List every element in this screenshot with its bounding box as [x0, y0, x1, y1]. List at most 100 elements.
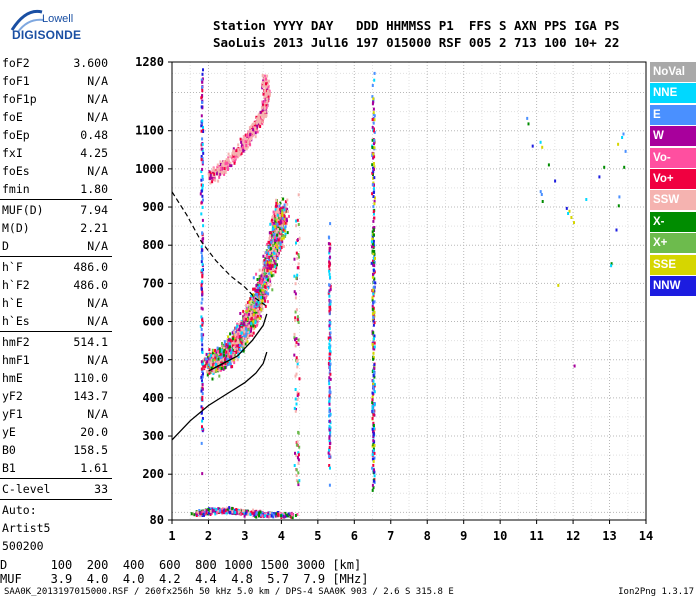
echo-dot [215, 368, 218, 372]
echo-dot [262, 85, 265, 89]
echo-dot [282, 236, 285, 240]
echo-dot [246, 335, 249, 338]
echo-dot [257, 301, 260, 304]
echo-dot [297, 483, 300, 487]
echo-dot [256, 314, 259, 318]
echo-dot [232, 358, 235, 362]
echo-dot [201, 378, 203, 382]
echo-dot [208, 363, 211, 366]
echo-dot [373, 345, 376, 349]
echo-dot [371, 395, 374, 399]
echo-dot [327, 451, 330, 455]
echo-dot [225, 164, 228, 168]
echo-dot [240, 145, 243, 149]
echo-dot [224, 366, 227, 370]
echo-dot [245, 325, 248, 329]
echo-dot [256, 130, 259, 134]
echo-dot [271, 288, 274, 292]
echo-dot [222, 160, 225, 164]
echo-dot [248, 312, 250, 316]
echo-dot [277, 234, 280, 238]
y-tick-label: 800 [142, 238, 164, 252]
echo-dot [245, 321, 248, 325]
echo-dot [229, 161, 232, 165]
echo-dot [329, 352, 332, 356]
echo-dot [329, 336, 332, 340]
echo-dot [249, 331, 252, 335]
echo-dot [201, 262, 204, 266]
echo-dot [373, 146, 376, 150]
echo-dot [201, 248, 204, 252]
echo-dot [373, 390, 376, 394]
echo-dot [278, 203, 281, 206]
echo-dot [214, 507, 217, 511]
echo-dot [328, 321, 331, 324]
echo-dot [328, 428, 331, 432]
echo-dot [216, 165, 219, 169]
echo-dot [219, 350, 222, 354]
echo-dot [266, 242, 269, 246]
echo-dot [212, 354, 215, 358]
echo-dot [254, 127, 257, 131]
echo-dot [223, 340, 226, 344]
echo-dot [234, 344, 237, 348]
echo-dot [297, 262, 300, 266]
echo-dot [526, 116, 529, 120]
echo-dot [196, 510, 199, 514]
echo-dot [261, 514, 264, 518]
echo-dot [276, 222, 279, 226]
echo-dot [372, 424, 375, 427]
echo-dot [329, 367, 331, 371]
echo-dot [266, 263, 269, 267]
echo-dot [258, 315, 261, 319]
echo-dot [329, 362, 332, 366]
echo-dot [219, 368, 222, 372]
echo-dot [218, 374, 221, 378]
echo-dot [328, 294, 331, 298]
echo-dot [270, 274, 273, 278]
echo-dot [373, 139, 376, 143]
echo-dot [254, 320, 257, 324]
echo-dot [255, 313, 258, 317]
echo-dot [240, 140, 243, 144]
echo-dot [255, 308, 258, 312]
echo-dot [372, 355, 375, 359]
echo-dot [263, 285, 266, 289]
y-tick-label: 300 [142, 429, 164, 443]
echo-dot [245, 309, 248, 313]
echo-dot [274, 236, 276, 240]
echo-dot [328, 298, 331, 302]
echo-dot [263, 259, 266, 262]
param-row-fof1p: foF1p N/A [0, 90, 112, 108]
echo-dot [277, 238, 280, 242]
echo-dot [278, 216, 281, 220]
echo-dot [244, 313, 247, 317]
echo-dot [201, 80, 204, 84]
echo-dot [200, 189, 203, 193]
echo-dot [371, 398, 374, 402]
echo-dot [276, 210, 278, 214]
echo-dot [221, 510, 224, 514]
echo-dot [373, 468, 375, 472]
echo-dot [260, 276, 263, 280]
echo-dot [373, 165, 376, 169]
echo-dot [294, 344, 297, 348]
echo-dot [263, 261, 266, 265]
echo-dot [201, 318, 204, 322]
echo-dot [259, 123, 262, 127]
echo-dot [201, 183, 204, 187]
echo-dot [252, 324, 255, 328]
y-tick-label: 1280 [135, 55, 164, 69]
echo-dot [245, 337, 247, 341]
y-tick-label: 500 [142, 353, 164, 367]
echo-dot [219, 352, 222, 356]
echo-dot [252, 315, 255, 319]
echo-dot [270, 240, 273, 244]
echo-dot [218, 368, 221, 372]
param-label: h`Es [2, 314, 30, 328]
echo-dot [209, 181, 212, 185]
echo-dot [218, 365, 221, 369]
echo-dot [570, 216, 573, 219]
echo-dot [215, 508, 218, 511]
echo-dot [264, 110, 267, 114]
